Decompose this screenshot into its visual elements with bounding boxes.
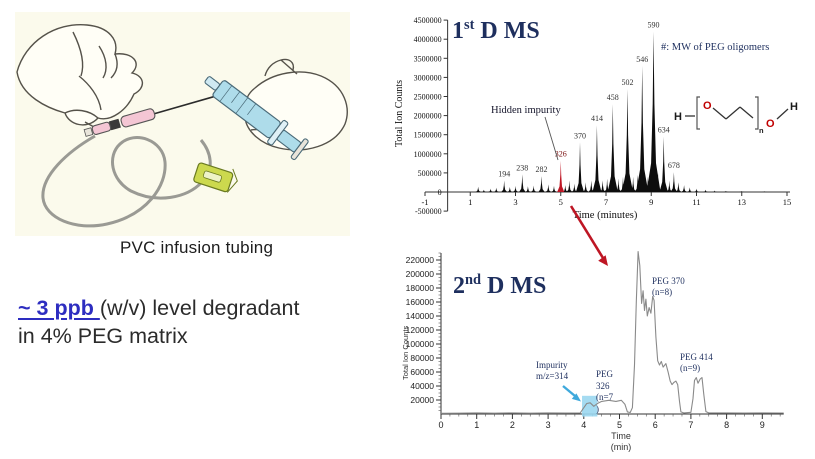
svg-text:370: 370	[574, 131, 586, 140]
svg-text:0: 0	[438, 188, 442, 197]
svg-text:2000000: 2000000	[414, 112, 442, 121]
ppb-highlight: ~ 3 ppb	[18, 296, 100, 320]
svg-text:2500000: 2500000	[414, 93, 442, 102]
svg-text:11: 11	[692, 197, 700, 207]
peg414-label: PEG 414 (n=9)	[680, 352, 713, 374]
chart1-x-axis-label: Time (minutes)	[572, 210, 638, 221]
peg370-label: PEG 370 (n=8)	[652, 276, 685, 298]
svg-text:1: 1	[468, 197, 472, 207]
svg-text:60000: 60000	[410, 367, 434, 377]
svg-text:2: 2	[510, 420, 515, 430]
svg-text:-500000: -500000	[415, 207, 442, 216]
svg-text:3: 3	[513, 197, 517, 207]
svg-text:100000: 100000	[406, 339, 435, 349]
svg-text:9: 9	[760, 420, 765, 430]
mw-note: #: MW of PEG oligomers	[661, 42, 770, 53]
atom-h-left: H	[674, 111, 682, 123]
illustration-caption: PVC infusion tubing	[120, 238, 274, 257]
atom-o-left: O	[703, 100, 712, 112]
svg-text:502: 502	[621, 78, 633, 87]
needle-assembly	[83, 92, 228, 137]
infusion-illustration	[15, 12, 350, 236]
peg-structure-diagram: H O n O H	[674, 96, 798, 135]
svg-text:140000: 140000	[406, 311, 435, 321]
svg-text:194: 194	[498, 170, 510, 179]
svg-text:40000: 40000	[410, 381, 434, 391]
svg-text:7: 7	[604, 197, 608, 207]
chromatogram-1-plot: -500000 0 500000 1000000 1500000 2000000 25000…	[414, 16, 792, 216]
chart2-title: 2nd D MS	[453, 272, 547, 299]
svg-text:458: 458	[607, 93, 619, 102]
svg-text:590: 590	[648, 21, 660, 30]
tubing-clamp	[193, 162, 238, 193]
first-dimension-chromatogram: -500000 0 500000 1000000 1500000 2000000 25000…	[380, 5, 815, 233]
chart1-title: 1st D MS	[452, 17, 540, 44]
svg-text:0: 0	[438, 420, 443, 430]
red-transfer-arrow	[569, 205, 608, 266]
left-hand	[16, 24, 144, 133]
atom-o-right: O	[766, 118, 775, 130]
svg-text:160000: 160000	[406, 297, 435, 307]
svg-text:9: 9	[649, 197, 653, 207]
second-dimension-chromatogram: 20000 40000 60000 80000 100000 120000 140000 16…	[395, 250, 815, 459]
chart1-y-axis-label: Total Ion Counts	[394, 79, 405, 147]
peg326-label: PEG 326 (n=7 )	[596, 369, 614, 415]
svg-text:80000: 80000	[410, 353, 434, 363]
atom-h-right: H	[790, 101, 798, 113]
infusion-drawing	[15, 12, 350, 236]
chart2-y-axis-label: Total Ion Counts	[401, 325, 410, 380]
svg-text:3: 3	[546, 420, 551, 430]
svg-text:5: 5	[559, 197, 563, 207]
svg-text:678: 678	[668, 161, 680, 170]
chart2-x-axis-label: Time (min)	[610, 431, 632, 452]
subscript-n: n	[759, 126, 764, 135]
svg-text:7: 7	[688, 420, 693, 430]
impurity-label: Impurity m/z=314	[536, 360, 569, 382]
svg-text:414: 414	[591, 114, 603, 123]
svg-text:238: 238	[516, 163, 528, 172]
syringe	[204, 76, 309, 161]
degradant-statement: ~ 3 ppb (w/v) level degradant in 4% PEG …	[18, 295, 368, 350]
statement-line2: in 4% PEG matrix	[18, 323, 188, 348]
svg-text:634: 634	[658, 126, 670, 135]
pvc-tubing	[41, 134, 212, 228]
chromatogram-2-plot: 2000040000600008000010000012000014000016…	[406, 251, 784, 430]
svg-text:1500000: 1500000	[414, 131, 442, 140]
svg-text:6: 6	[653, 420, 658, 430]
svg-text:200000: 200000	[406, 269, 435, 279]
svg-text:1000000: 1000000	[414, 150, 442, 159]
svg-text:20000: 20000	[410, 395, 434, 405]
svg-text:282: 282	[536, 165, 548, 174]
statement-rest: (w/v) level degradant	[99, 296, 300, 320]
svg-text:3000000: 3000000	[414, 73, 442, 82]
svg-text:8: 8	[724, 420, 729, 430]
svg-text:1: 1	[474, 420, 479, 430]
svg-text:4000000: 4000000	[414, 35, 442, 44]
svg-text:-1: -1	[421, 197, 428, 207]
svg-text:15: 15	[783, 197, 792, 207]
svg-text:180000: 180000	[406, 283, 435, 293]
hidden-impurity-callout: Hidden impurity	[491, 105, 561, 116]
svg-text:326: 326	[555, 150, 567, 159]
svg-text:4500000: 4500000	[414, 16, 442, 25]
svg-text:5: 5	[617, 420, 622, 430]
svg-text:4: 4	[581, 420, 586, 430]
svg-text:500000: 500000	[418, 169, 442, 178]
svg-text:13: 13	[738, 197, 747, 207]
svg-text:220000: 220000	[406, 255, 435, 265]
svg-text:546: 546	[636, 55, 648, 64]
svg-text:120000: 120000	[406, 325, 435, 335]
svg-text:3500000: 3500000	[414, 54, 442, 63]
